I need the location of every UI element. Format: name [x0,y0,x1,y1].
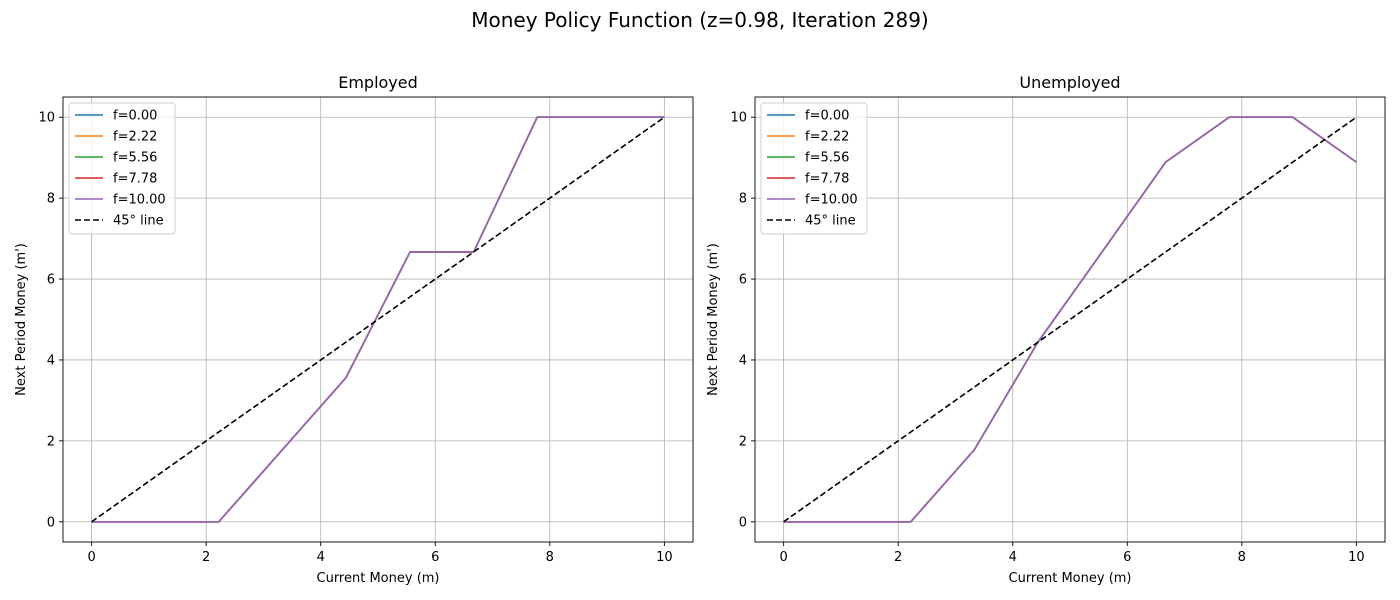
employed-series-45deg-line [91,116,665,523]
employed-x-tick-label: 4 [317,550,325,565]
unemployed-y-tick-label: 4 [739,353,747,368]
unemployed-legend-label-f-2-22: f=2.22 [805,130,849,145]
unemployed-series-group [783,116,1357,523]
unemployed-legend-label-f-10-00: f=10.00 [805,193,858,208]
employed-series-f-10-00 [91,116,665,523]
employed-series-group [91,116,665,523]
employed-title: Employed [338,73,418,92]
employed-x-axis-label: Current Money (m) [317,571,440,586]
unemployed-x-tick-label: 4 [1009,550,1017,565]
employed-axes-frame [62,96,694,543]
employed-legend: f=0.00 f=2.22 f=5.56 f=7.78 f=10.00 45° line [68,102,176,235]
unemployed-y-axis-label: Next Period Money (m') [706,243,721,396]
unemployed-y-tick-label: 6 [739,273,747,288]
unemployed-legend-label-f-7-78: f=7.78 [805,172,849,187]
employed-legend-label-f-10-00: f=10.00 [113,193,166,208]
employed-x-tick-label: 6 [431,550,439,565]
employed-y-tick-label: 6 [47,273,55,288]
unemployed-y-tick-label: 10 [730,111,747,126]
unemployed-x-tick-label: 0 [779,550,787,565]
employed-y-axis-label: Next Period Money (m') [14,243,29,396]
employed-panel: 0 2 4 6 8 10 0 2 4 6 8 10 Employed Current Money (m) N… [14,73,694,586]
employed-legend-label-45deg-line: 45° line [113,214,164,229]
employed-x-tick-label: 8 [546,550,554,565]
employed-x-tick-label: 10 [656,550,673,565]
employed-y-tick-label: 4 [47,353,55,368]
employed-legend-label-f-2-22: f=2.22 [113,130,157,145]
unemployed-legend-label-f-0-00: f=0.00 [805,109,849,124]
unemployed-x-axis-label: Current Money (m) [1009,571,1132,586]
employed-x-tick-label: 0 [87,550,95,565]
employed-legend-label-f-0-00: f=0.00 [113,109,157,124]
unemployed-x-tick-label: 6 [1123,550,1131,565]
unemployed-x-tick-label: 8 [1238,550,1246,565]
unemployed-x-tick-label: 2 [894,550,902,565]
employed-x-tick-label: 2 [202,550,210,565]
employed-legend-label-f-5-56: f=5.56 [113,151,157,166]
figure-title: Money Policy Function (z=0.98, Iteration… [471,8,928,32]
unemployed-legend: f=0.00 f=2.22 f=5.56 f=7.78 f=10.00 45° line [760,102,868,235]
employed-y-tick-label: 2 [47,434,55,449]
employed-y-tick-label: 8 [47,192,55,207]
unemployed-x-tick-label: 10 [1348,550,1365,565]
employed-y-tick-label: 10 [38,111,55,126]
unemployed-y-tick-label: 2 [739,434,747,449]
unemployed-y-tick-label: 0 [739,515,747,530]
unemployed-title: Unemployed [1019,73,1120,92]
unemployed-y-tick-label: 8 [739,192,747,207]
employed-legend-label-f-7-78: f=7.78 [113,172,157,187]
unemployed-series-f-10-00 [783,116,1357,523]
employed-y-tick-label: 0 [47,515,55,530]
unemployed-legend-label-45deg-line: 45° line [805,214,856,229]
unemployed-axes-frame [754,96,1386,543]
unemployed-series-45deg-line [783,116,1357,523]
unemployed-legend-label-f-5-56: f=5.56 [805,151,849,166]
unemployed-panel: 0 2 4 6 8 10 0 2 4 6 8 10 Unemployed Current Money (m… [706,73,1386,586]
